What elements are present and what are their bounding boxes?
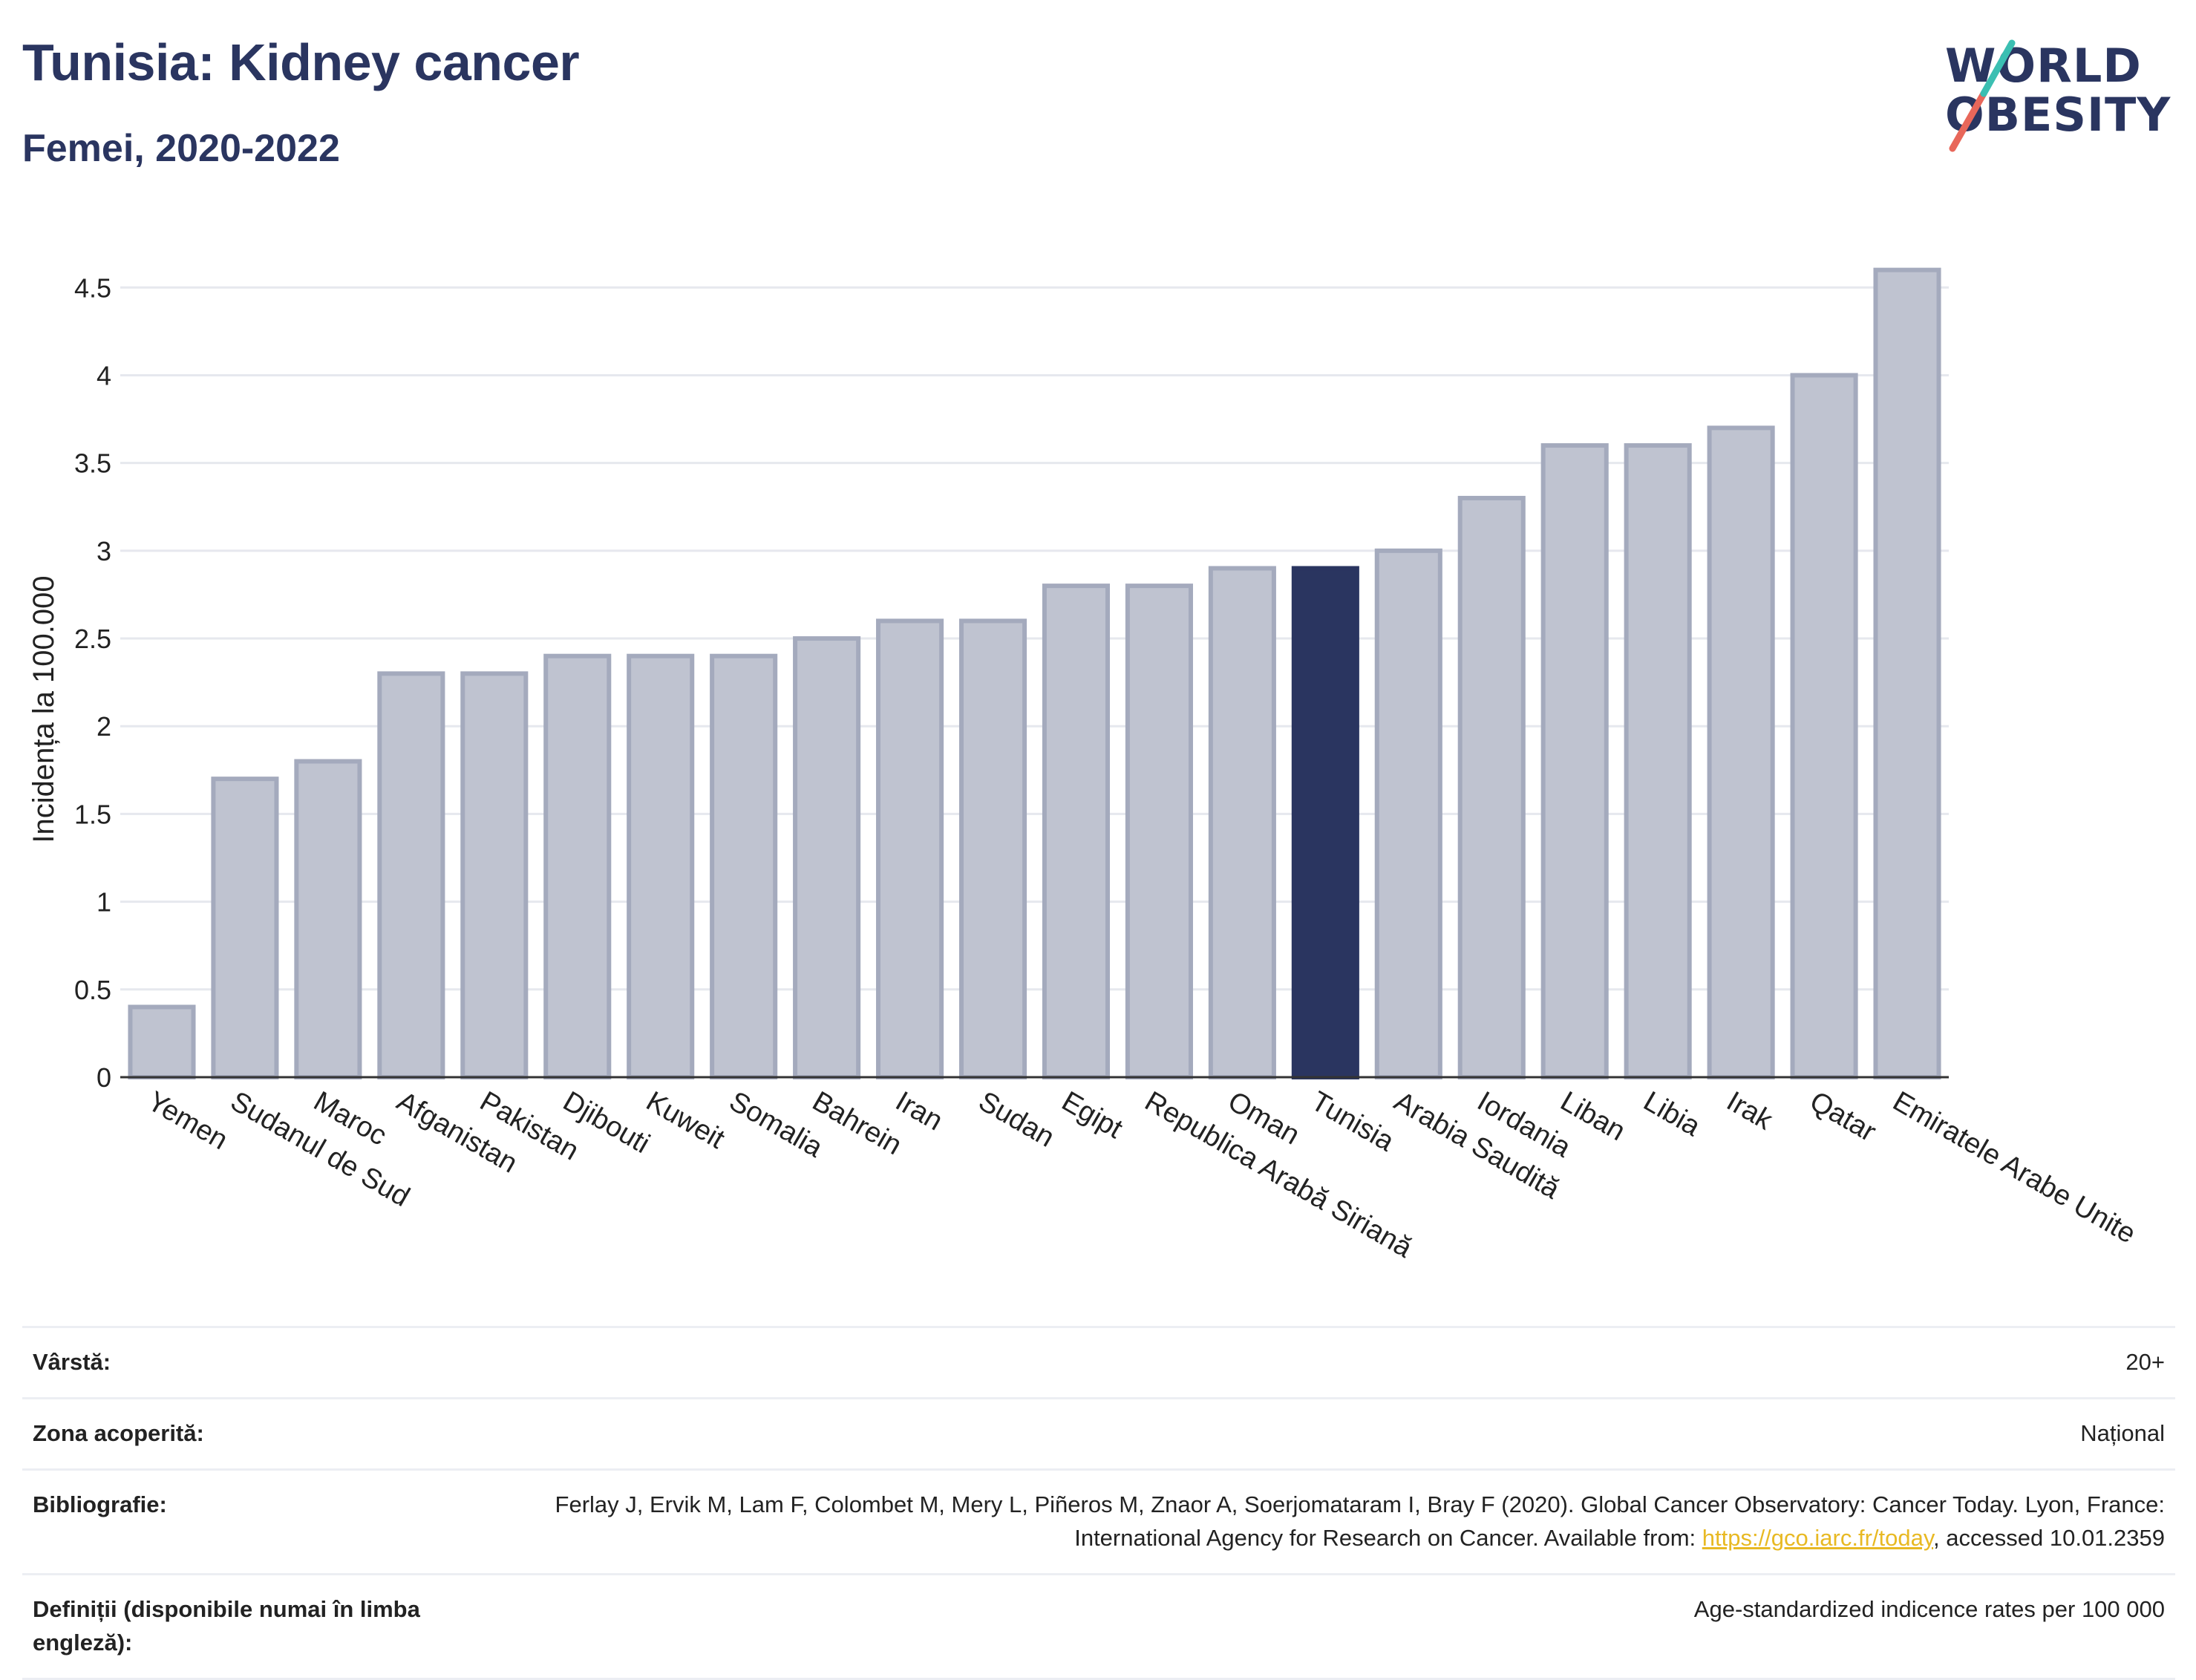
info-label-bibliography: Bibliografie: — [22, 1468, 518, 1575]
y-tick-label: 3.5 — [74, 448, 111, 479]
bar-arabia-saudită — [1374, 548, 1442, 1079]
bar-iran — [876, 618, 944, 1079]
info-value-coverage: Național — [518, 1396, 2175, 1470]
bar-maroc — [294, 759, 362, 1079]
y-tick-label: 1 — [97, 887, 111, 918]
x-tick-label: Somalia — [724, 1085, 829, 1163]
info-value-definitions: Age-standardized indicence rates per 100… — [518, 1572, 2175, 1680]
x-tick-label: Egipt — [1056, 1085, 1128, 1145]
bar-oman — [1208, 566, 1276, 1079]
bar-sudanul-de-sud — [211, 777, 279, 1079]
y-tick-label: 0.5 — [74, 975, 111, 1005]
x-tick-label: Yemen — [142, 1085, 232, 1156]
bars — [128, 267, 1941, 1079]
info-row-bibliography: Bibliografie: Ferlay J, Ervik M, Lam F, … — [22, 1468, 2175, 1575]
bar-afganistan — [377, 671, 445, 1079]
chart-title: Tunisia: Kidney cancer — [22, 33, 580, 91]
x-tick-label: Sudan — [973, 1085, 1059, 1153]
info-label-coverage: Zona acoperită: — [22, 1396, 518, 1470]
x-tick-label: Kuweit — [641, 1085, 730, 1155]
bar-pakistan — [460, 671, 529, 1079]
y-tick-label: 4 — [97, 360, 111, 390]
y-tick-label: 2 — [97, 711, 111, 742]
y-tick-label: 3 — [97, 536, 111, 566]
x-tick-label: Irak — [1722, 1085, 1779, 1137]
bar-yemen — [128, 1004, 196, 1079]
x-tick-label: Emiratele Arabe Unite — [1888, 1085, 2141, 1249]
y-tick-label: 2.5 — [74, 624, 111, 654]
info-row-definitions: Definiții (disponibile numai în limba en… — [22, 1572, 2175, 1680]
bar-somalia — [710, 653, 778, 1079]
logo-slash-icon — [1949, 39, 2016, 152]
bar-kuweit — [627, 653, 695, 1079]
x-tick-label: Bahrein — [807, 1085, 906, 1161]
bar-djibouti — [543, 653, 612, 1079]
bar-sudan — [958, 618, 1027, 1079]
bar-tunisia — [1291, 566, 1359, 1079]
bibliography-accessed: , accessed 10.01.2359 — [1933, 1524, 2165, 1551]
y-tick-label: 4.5 — [74, 272, 111, 303]
bar-liban — [1540, 443, 1609, 1079]
info-row-coverage: Zona acoperită: Național — [22, 1396, 2175, 1470]
y-axis-title: Incidența la 100.000 — [27, 575, 60, 843]
info-table: Vârstă: 20+ Zona acoperită: Național Bib… — [22, 1326, 2175, 1680]
x-tick-label: Qatar — [1805, 1085, 1882, 1148]
bar-emiratele-arabe-unite — [1873, 267, 1941, 1079]
bar-qatar — [1790, 373, 1858, 1079]
info-value-bibliography: Ferlay J, Ervik M, Lam F, Colombet M, Me… — [518, 1468, 2175, 1575]
x-tick-label: Libia — [1638, 1085, 1706, 1143]
bibliography-text: Ferlay J, Ervik M, Lam F, Colombet M, Me… — [555, 1491, 2165, 1551]
y-axis-ticks: 0 0.5 1 1.5 2 2.5 3 3.5 4 4.5 — [74, 272, 111, 1093]
info-label-age: Vârstă: — [22, 1326, 518, 1399]
world-obesity-logo: WORLD OBESITY — [1938, 30, 2183, 156]
bar-irak — [1707, 425, 1775, 1079]
bar-iordania — [1457, 495, 1526, 1079]
source-link[interactable]: https://gco.iarc.fr/today — [1702, 1524, 1934, 1551]
info-label-definitions: Definiții (disponibile numai în limba en… — [22, 1572, 518, 1680]
bar-libia — [1624, 443, 1692, 1079]
x-tick-label: Tunisia — [1306, 1085, 1400, 1157]
info-value-age: 20+ — [518, 1326, 2175, 1399]
y-tick-label: 0 — [97, 1062, 111, 1093]
bar-egipt — [1042, 584, 1111, 1079]
chart-subtitle: Femei, 2020-2022 — [22, 127, 340, 170]
bar-republica-arabă-siriană — [1125, 584, 1193, 1079]
bar-bahrein — [793, 636, 861, 1079]
logo-text-line1: WORLD — [1945, 39, 2142, 93]
y-tick-label: 1.5 — [74, 799, 111, 829]
info-row-age: Vârstă: 20+ — [22, 1326, 2175, 1399]
